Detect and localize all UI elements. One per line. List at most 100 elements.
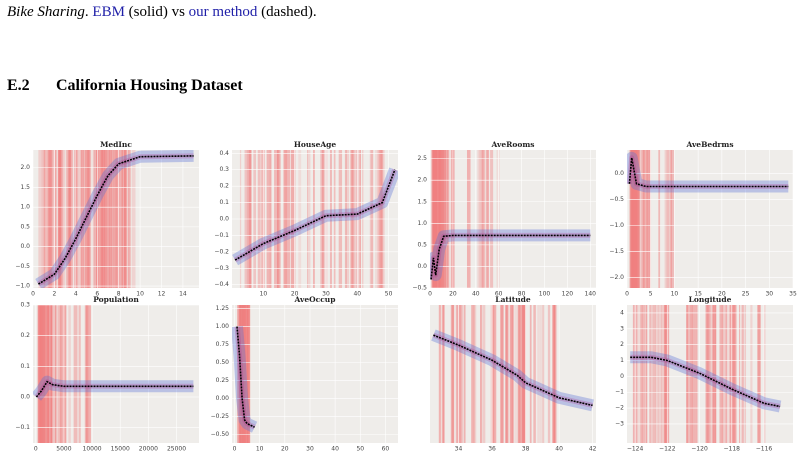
stripe [244, 305, 247, 443]
stripe [44, 305, 49, 443]
stripe [240, 305, 243, 443]
stripe [708, 305, 711, 443]
plot-layer [33, 305, 199, 443]
stripe [633, 150, 636, 288]
stripe [82, 150, 84, 288]
stripe [85, 150, 89, 288]
stripe [451, 305, 454, 443]
stripe [87, 150, 92, 288]
stripe [642, 150, 646, 288]
x-tick-label: 20 [281, 446, 289, 453]
stripe [63, 305, 67, 443]
y-tick-label: −1.5 [609, 248, 624, 255]
plot-area [627, 150, 793, 288]
y-tick-label: 1.5 [20, 184, 30, 191]
stripe [78, 305, 81, 443]
stripe [47, 305, 49, 443]
stripe [451, 150, 454, 288]
x-tick-label: 20 [718, 291, 726, 298]
stripe [633, 150, 636, 288]
stripe [482, 305, 486, 443]
stripe [127, 150, 130, 288]
stripe [39, 305, 43, 443]
stripe [107, 150, 110, 288]
stripe [73, 305, 78, 443]
x-tick-label: 4 [74, 291, 78, 298]
stripe [641, 150, 646, 288]
x-tick-label: 60 [382, 446, 390, 453]
stripe [48, 305, 53, 443]
x-tick-label: 5 [649, 291, 653, 298]
y-tick-label: 1.0 [20, 204, 30, 211]
stripe [75, 150, 78, 288]
x-tick-label: 12 [158, 291, 166, 298]
y-tick-label: 0.3 [219, 166, 229, 173]
stripe [450, 305, 454, 443]
stripe [631, 150, 634, 288]
stripe [51, 150, 53, 288]
y-tick-label: 0.0 [20, 394, 30, 401]
stripe [74, 150, 76, 288]
stripe [655, 305, 658, 443]
x-tick-label: −116 [756, 446, 773, 453]
stripe [244, 305, 247, 443]
stripe [731, 305, 735, 443]
stripe [43, 305, 45, 443]
plot-layer [232, 305, 398, 443]
stripe [85, 305, 89, 443]
stripe [96, 150, 100, 288]
stripe [237, 305, 241, 443]
stripe [639, 305, 644, 443]
stripe [496, 150, 499, 288]
stripe [65, 150, 69, 288]
stripe [631, 150, 634, 288]
x-tick-label: 40 [555, 446, 563, 453]
stripe [542, 305, 545, 443]
y-tick-label: −0.1 [214, 232, 229, 239]
y-tick-label: 0.4 [219, 150, 229, 157]
stripe [41, 305, 44, 443]
stripe [58, 150, 62, 288]
y-tick-label: 0.0 [219, 216, 229, 223]
stripe [719, 305, 723, 443]
stripe [643, 150, 646, 288]
stripe [434, 150, 438, 288]
stripe [729, 305, 733, 443]
stripe [630, 150, 634, 288]
x-tick-label: 15 [694, 291, 702, 298]
stripe [434, 150, 437, 288]
panel-title: MedInc [100, 140, 132, 149]
y-tick-label: 0.1 [219, 199, 229, 206]
stripe [669, 150, 672, 288]
stripe [459, 305, 461, 443]
stripe [645, 150, 649, 288]
stripe [539, 305, 542, 443]
x-tick-label: 36 [488, 446, 496, 453]
panel-title: AveBedrms [685, 140, 733, 149]
x-tick-label: 140 [585, 291, 597, 298]
stripe [442, 150, 446, 288]
y-tick-label: −0.5 [609, 196, 624, 203]
scatter-band [630, 351, 782, 413]
stripe [46, 305, 48, 443]
plot-layer [33, 150, 199, 288]
x-tick-label: 20000 [139, 446, 158, 453]
stripe [450, 305, 455, 443]
x-tick-label: 60 [495, 291, 503, 298]
stripe [533, 305, 536, 443]
stripe [431, 150, 433, 288]
stripe [744, 305, 747, 443]
stripe [85, 150, 89, 288]
x-tick-label: 50 [385, 291, 393, 298]
stripe [481, 150, 485, 288]
stripe [43, 305, 46, 443]
stripe [741, 305, 744, 443]
stripe [451, 150, 455, 288]
stripe [686, 305, 688, 443]
caption-method: our method [189, 4, 258, 20]
stripe [443, 150, 447, 288]
stripe [443, 150, 447, 288]
y-tick-label: 1.00 [216, 323, 230, 330]
stripe [521, 305, 526, 443]
stripe [632, 305, 636, 443]
